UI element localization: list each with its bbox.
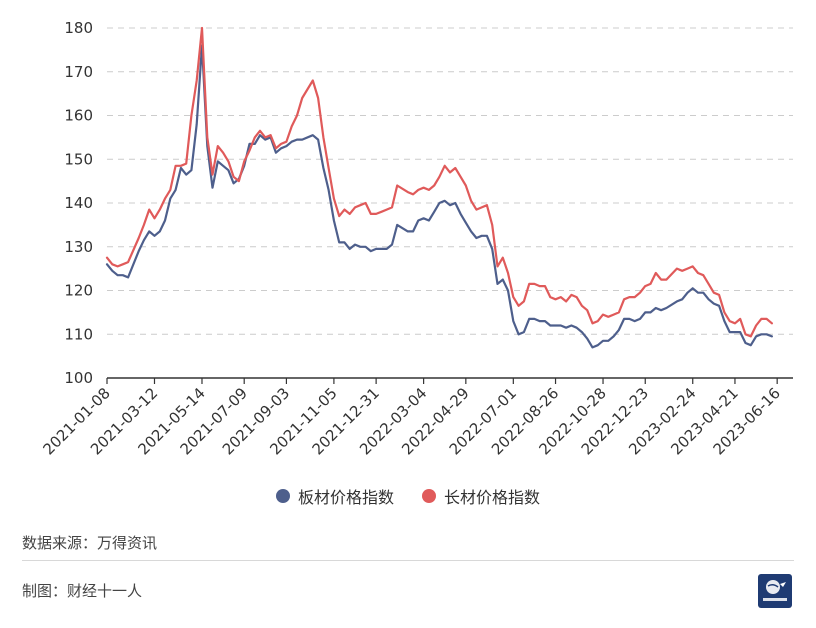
series-line-1 (105, 44, 773, 349)
legend-marker-series-1 (275, 489, 290, 503)
y-axis: 100 110 120 130 140 150 160 170 180 (64, 19, 93, 387)
y-tick-label: 100 (64, 369, 93, 387)
chart-credit: 制图：财经十一人 (22, 582, 143, 600)
legend-item-series-1: 板材价格指数 (275, 484, 394, 508)
legend-marker-series-2 (422, 489, 436, 503)
data-source-note: 数据来源：万得资讯 (22, 534, 158, 552)
y-tick-label: 160 (64, 107, 93, 125)
footer-divider (22, 560, 794, 561)
x-axis: 2021-01-082021-03-122021-05-142021-07-09… (39, 377, 793, 458)
legend-label-series-2: 长材价格指数 (444, 488, 541, 507)
y-tick-label: 130 (64, 238, 93, 256)
globe-icon (763, 580, 787, 601)
series-lines (105, 26, 773, 349)
legend-item-series-2: 长材价格指数 (422, 484, 540, 508)
legend: 板材价格指数 长材价格指数 (0, 484, 816, 508)
y-tick-label: 120 (64, 282, 93, 300)
y-tick-label: 150 (64, 150, 93, 168)
y-tick-label: 110 (64, 325, 93, 343)
legend-label-series-1: 板材价格指数 (297, 488, 394, 507)
y-tick-label: 170 (64, 63, 93, 81)
grid-lines (107, 27, 793, 335)
series-line-2 (105, 26, 773, 338)
line-chart: 100 110 120 130 140 150 160 170 180 2021-01-0820… (39, 19, 793, 458)
y-tick-label: 180 (64, 19, 93, 37)
y-tick-label: 140 (64, 194, 93, 212)
publisher-logo (758, 574, 792, 608)
